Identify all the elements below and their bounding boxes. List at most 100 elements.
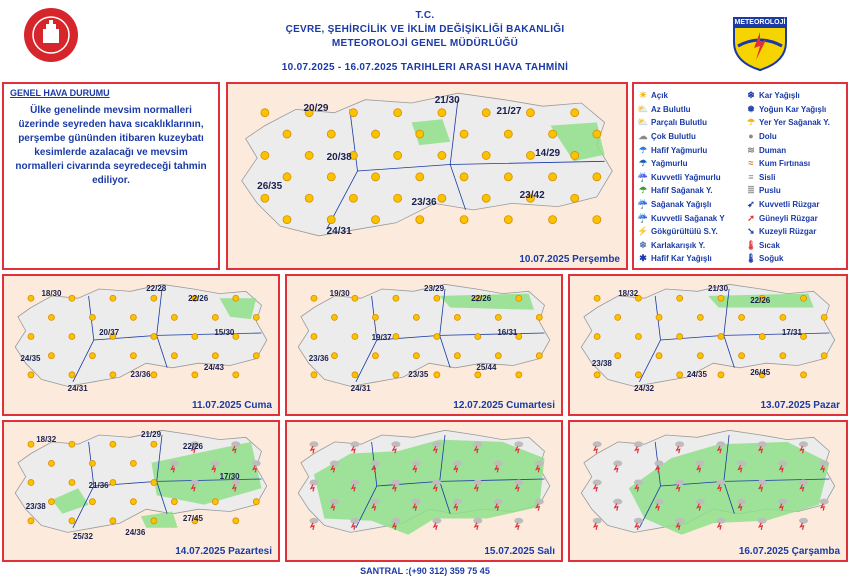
legend-label: Güneyli Rüzgar bbox=[759, 213, 818, 223]
land-area bbox=[241, 92, 613, 237]
sun-icon bbox=[68, 294, 76, 302]
summary-title: GENEL HAVA DURUMU bbox=[10, 88, 110, 98]
sun-icon bbox=[150, 333, 158, 340]
sun-icon bbox=[548, 215, 557, 225]
thunderstorm-icon: ⚡ bbox=[637, 226, 649, 237]
legend-item: ➶ Kuvvetli Rüzgar bbox=[746, 198, 850, 212]
sun-icon bbox=[526, 151, 535, 160]
sun-icon bbox=[758, 333, 766, 340]
temperature-label: 25/32 bbox=[72, 532, 93, 542]
temperature-label: 24/35 bbox=[20, 353, 41, 363]
thunderstorm-icon bbox=[473, 479, 483, 492]
sun-icon bbox=[655, 313, 663, 321]
thunderstorm-icon bbox=[695, 460, 705, 473]
thunderstorm-icon bbox=[799, 441, 809, 454]
sun-icon bbox=[260, 193, 270, 203]
sun-icon bbox=[170, 313, 178, 321]
precipitation-zone bbox=[411, 119, 451, 146]
sun-icon bbox=[27, 440, 35, 448]
general-weather-panel: GENEL HAVA DURUMU Ülke genelinde mevsim … bbox=[2, 82, 220, 270]
summary-text: Ülke genelinde mevsim normalleri üzerind… bbox=[15, 105, 207, 186]
thunderstorm-icon bbox=[592, 479, 602, 492]
thunderstorm-icon bbox=[613, 460, 623, 473]
sun-icon bbox=[191, 517, 199, 525]
sun-icon bbox=[526, 193, 535, 203]
thunderstorm-icon bbox=[592, 517, 602, 530]
phone-footer: SANTRAL :(+90 312) 359 75 45 bbox=[360, 566, 490, 576]
thunderstorm-icon bbox=[411, 460, 421, 473]
sun-icon bbox=[570, 151, 580, 160]
temperature-label: 18/32 bbox=[618, 288, 639, 298]
sun-icon bbox=[392, 294, 400, 302]
thunderstorm-icon bbox=[654, 498, 664, 511]
temperature-label: 23/38 bbox=[25, 502, 46, 512]
legend-label: Gökgürültülü S.Y. bbox=[651, 227, 718, 237]
land-area bbox=[297, 283, 551, 387]
sun-icon bbox=[820, 352, 828, 360]
legend-label: Sisli bbox=[759, 172, 776, 182]
thunderstorm-icon bbox=[633, 517, 643, 530]
sun-icon bbox=[129, 352, 137, 360]
sun-icon bbox=[260, 151, 270, 160]
sun-icon bbox=[779, 352, 787, 360]
legend-item: ➚ Güneyli Rüzgar bbox=[746, 211, 850, 225]
land-area bbox=[14, 283, 268, 387]
legend-label: Kum Fırtınası bbox=[759, 159, 811, 169]
region-boundary bbox=[355, 441, 378, 528]
sun-icon bbox=[676, 333, 684, 340]
sun-icon bbox=[326, 129, 336, 139]
sun-icon bbox=[635, 371, 642, 379]
sun-icon bbox=[129, 459, 137, 467]
thunderstorm-icon bbox=[737, 498, 747, 511]
sun-icon bbox=[758, 371, 766, 379]
sun-icon bbox=[27, 371, 35, 379]
sun-icon bbox=[535, 313, 543, 321]
legend-label: Çok Bulutlu bbox=[651, 132, 696, 142]
legend-label: Yağmurlu bbox=[651, 159, 688, 169]
region-boundary bbox=[357, 160, 605, 172]
legend-item: 🌡 Soğuk bbox=[745, 252, 850, 266]
thunderstorm-icon bbox=[473, 517, 483, 530]
thunderstorm-icon bbox=[514, 479, 524, 492]
turkey-map bbox=[580, 283, 836, 387]
sun-icon bbox=[494, 352, 502, 360]
legend-item: ⛅ Parçalı Bulutlu bbox=[637, 116, 746, 130]
legend-item: ≡ Sisli bbox=[746, 171, 850, 185]
turkey-map bbox=[580, 429, 836, 535]
turkey-map bbox=[297, 283, 551, 387]
temperature-label: 23/42 bbox=[519, 190, 545, 202]
temperature-label: 23/36 bbox=[308, 353, 329, 363]
legend-label: Puslu bbox=[759, 186, 781, 196]
sun-icon bbox=[592, 215, 602, 225]
legend-item: ➘ Kuzeyli Rüzgar bbox=[746, 225, 850, 239]
sun-icon bbox=[779, 313, 787, 321]
thunderstorm-icon bbox=[675, 441, 685, 454]
thunderstorm-icon bbox=[514, 517, 524, 530]
temperature-label: 22/26 bbox=[182, 441, 203, 451]
sun-icon bbox=[68, 333, 76, 340]
thunderstorm-icon bbox=[190, 479, 200, 492]
sun-icon bbox=[503, 172, 513, 182]
precipitation-zone bbox=[219, 298, 257, 320]
haze-icon: ≣ bbox=[747, 185, 755, 196]
thunderstorm-icon bbox=[309, 517, 319, 530]
legend-label: Sağanak Yağışlı bbox=[651, 200, 712, 210]
sun-icon bbox=[453, 352, 461, 360]
sun-icon bbox=[415, 215, 425, 225]
temperature-label: 26/45 bbox=[750, 367, 771, 377]
shower-icon: ☔ bbox=[637, 199, 649, 210]
sun-icon bbox=[592, 129, 602, 139]
thunderstorm-icon bbox=[757, 479, 767, 492]
south-wind-icon: ➚ bbox=[747, 212, 755, 223]
sun-icon bbox=[150, 294, 158, 302]
thunderstorm-icon bbox=[309, 479, 319, 492]
cloudy-icon: ☁ bbox=[638, 131, 648, 142]
sun-icon bbox=[800, 333, 807, 340]
sun-icon bbox=[129, 498, 137, 506]
sun-icon bbox=[371, 172, 380, 182]
heavy-rain-icon: ☔ bbox=[637, 171, 649, 182]
sun-icon bbox=[326, 215, 336, 225]
thunderstorm-icon bbox=[370, 460, 380, 473]
sun-icon bbox=[696, 352, 704, 360]
cold-icon: 🌡 bbox=[745, 253, 757, 264]
